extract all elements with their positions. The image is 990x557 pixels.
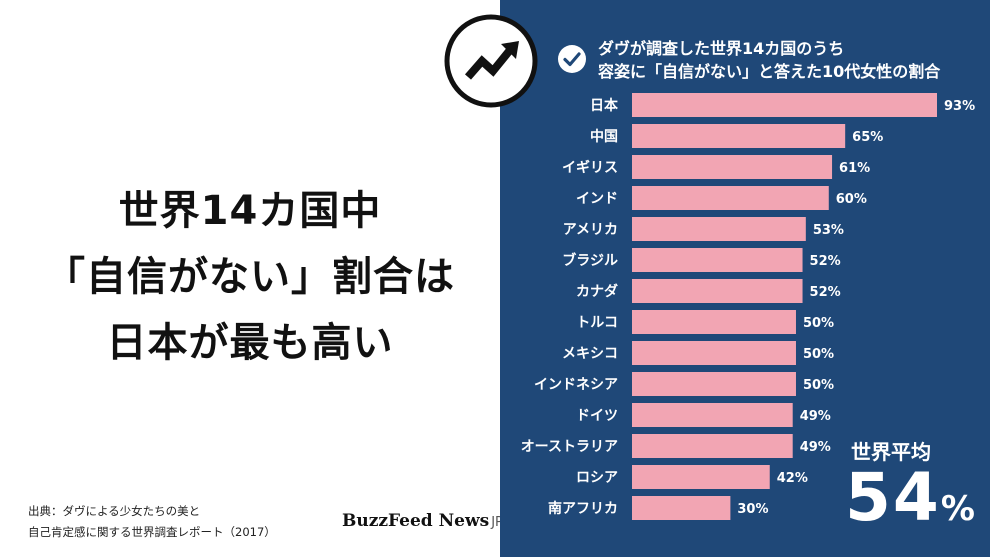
headline-line-2: 「自信がない」割合は xyxy=(45,254,455,300)
brand-suffix: JP xyxy=(491,515,503,530)
bar xyxy=(632,465,770,489)
value-label: 42% xyxy=(777,471,808,486)
value-label: 65% xyxy=(852,130,883,145)
check-circle-icon xyxy=(558,45,586,73)
trending-arrow-icon xyxy=(444,14,538,108)
value-label: 50% xyxy=(803,347,834,362)
bar xyxy=(632,93,937,117)
headline-line-1: 世界14カ国中 xyxy=(118,188,382,234)
average-unit: % xyxy=(940,489,975,529)
category-label: 中国 xyxy=(590,128,618,145)
bar xyxy=(632,217,806,241)
category-label: カナダ xyxy=(576,283,618,300)
category-label: イギリス xyxy=(562,159,618,176)
chart-title: ダヴが調査した世界14カ国のうち 容姿に「自信がない」と答えた10代女性の割合 xyxy=(598,37,940,83)
bar xyxy=(632,310,796,334)
category-label: ロシア xyxy=(576,470,618,486)
value-label: 60% xyxy=(836,192,867,207)
category-label: ブラジル xyxy=(562,252,618,269)
bar xyxy=(632,124,846,148)
average-value: 54% xyxy=(845,458,975,549)
source-note: 出典：ダヴによる少女たちの美と 自己肯定感に関する世界調査レポート（2017） xyxy=(28,501,276,543)
category-label: アメリカ xyxy=(563,222,618,238)
headline: 世界14カ国中 「自信がない」割合は 日本が最も高い xyxy=(0,178,500,376)
category-label: ドイツ xyxy=(576,408,618,424)
category-label: インド xyxy=(576,191,618,207)
category-label: オーストラリア xyxy=(521,439,618,455)
category-label: メキシコ xyxy=(562,346,618,362)
value-label: 93% xyxy=(944,99,975,114)
value-label: 50% xyxy=(803,316,834,331)
average-label: 世界平均 xyxy=(851,440,931,464)
chart-title-line-2: 容姿に「自信がない」と答えた10代女性の割合 xyxy=(598,62,941,81)
bar xyxy=(632,279,803,303)
chart-panel xyxy=(500,0,990,557)
bar xyxy=(632,248,803,272)
bar xyxy=(632,434,793,458)
average-number: 54 xyxy=(845,459,941,536)
brand-logo: BuzzFeed News JP xyxy=(342,511,503,531)
value-label: 61% xyxy=(839,161,870,176)
value-label: 49% xyxy=(800,409,831,424)
chart-title-line-1: ダヴが調査した世界14カ国のうち xyxy=(598,39,845,58)
value-label: 49% xyxy=(800,440,831,455)
value-label: 30% xyxy=(737,502,768,517)
category-label: 南アフリカ xyxy=(548,500,618,517)
bar xyxy=(632,496,731,520)
bar xyxy=(632,186,829,210)
source-line-1: 出典：ダヴによる少女たちの美と xyxy=(28,504,201,518)
value-label: 52% xyxy=(810,285,841,300)
headline-line-3: 日本が最も高い xyxy=(106,320,394,366)
value-label: 50% xyxy=(803,378,834,393)
category-label: 日本 xyxy=(590,97,619,114)
brand-name: BuzzFeed News xyxy=(342,511,490,531)
category-label: インドネシア xyxy=(534,377,618,393)
left-panel: 世界14カ国中 「自信がない」割合は 日本が最も高い 出典：ダヴによる少女たちの… xyxy=(0,178,503,543)
source-line-2: 自己肯定感に関する世界調査レポート（2017） xyxy=(28,525,276,539)
bar xyxy=(632,341,796,365)
category-label: トルコ xyxy=(576,315,618,331)
value-label: 53% xyxy=(813,223,844,238)
bar xyxy=(632,372,796,396)
bar xyxy=(632,403,793,427)
value-label: 52% xyxy=(810,254,841,269)
bar xyxy=(632,155,833,179)
